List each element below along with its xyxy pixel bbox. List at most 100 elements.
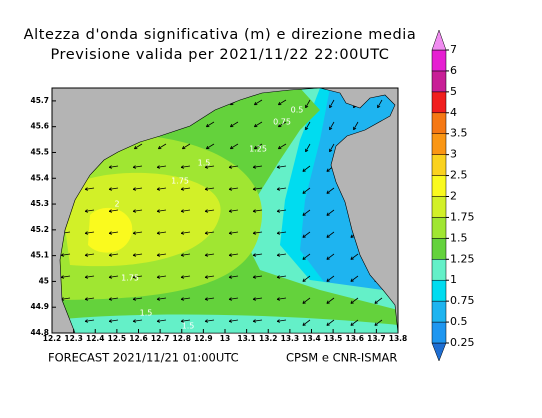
direction-arrow	[326, 319, 335, 326]
y-tick-label: 45.4	[30, 173, 49, 182]
direction-arrow	[277, 297, 287, 300]
direction-arrow	[278, 143, 287, 150]
arrow-head	[108, 319, 113, 323]
direction-arrow	[157, 253, 167, 256]
colorbar-label: 4	[450, 106, 457, 119]
direction-arrow	[302, 297, 311, 304]
arrow-head	[302, 212, 306, 216]
direction-arrow	[157, 275, 167, 278]
title-line: Altezza d'onda significativa (m) e direz…	[24, 27, 417, 43]
direction-arrow	[133, 253, 143, 256]
arrow-head	[326, 278, 330, 282]
colorbar-segment	[431, 49, 447, 72]
arrow-head	[329, 148, 333, 153]
arrow-head	[132, 275, 137, 279]
colorbar-label: 0.25	[450, 336, 475, 349]
direction-arrow	[85, 297, 95, 300]
arrow-head	[276, 297, 281, 301]
arrow-head	[302, 168, 306, 172]
arrow-head	[132, 253, 137, 257]
direction-arrow	[350, 319, 359, 326]
direction-arrow	[277, 209, 287, 212]
arrow-head	[253, 101, 258, 106]
contour-label: 1.5	[198, 159, 211, 168]
arrow-head	[156, 275, 161, 279]
arrow-head	[276, 187, 281, 191]
colorbar-label: 1.25	[450, 252, 475, 265]
x-tick-label: 13.5	[324, 334, 343, 343]
direction-arrow	[253, 297, 263, 300]
direction-arrow	[350, 297, 359, 304]
x-tick-label: 13	[220, 334, 230, 343]
colorbar-label: 1	[450, 273, 457, 286]
direction-arrow	[109, 231, 119, 234]
arrow-head	[180, 209, 185, 213]
direction-arrow	[302, 275, 311, 282]
arrow-head	[204, 253, 209, 257]
arrow-head	[205, 145, 210, 150]
arrow-head	[252, 165, 257, 169]
y-tick-label: 45.7	[30, 96, 49, 105]
x-tick-label: 12.5	[108, 334, 127, 343]
direction-arrow	[302, 231, 311, 238]
colorbar-label: 0.5	[450, 315, 468, 328]
arrow-head	[350, 278, 354, 282]
direction-arrow	[277, 231, 287, 234]
contour-label: 0.75	[273, 118, 291, 127]
arrow-head	[180, 297, 185, 301]
colorbar-extend-low	[431, 342, 447, 362]
colorbar-label: 3	[450, 148, 457, 161]
colorbar-segment	[431, 300, 447, 323]
arrow-head	[84, 231, 89, 235]
x-tick-label: 12.4	[86, 334, 105, 343]
arrow-head	[156, 187, 161, 191]
direction-arrow	[302, 209, 311, 216]
x-tick-label: 13.6	[345, 334, 364, 343]
direction-arrow	[157, 297, 167, 300]
arrow-head	[277, 145, 282, 150]
arrow-head	[229, 123, 234, 128]
colorbar-segment	[431, 154, 447, 176]
arrow-head	[180, 231, 185, 235]
contour-label: 2	[114, 200, 119, 209]
colorbar-segment	[431, 279, 447, 302]
contour-label: 1.75	[121, 274, 139, 283]
arrow-head	[302, 234, 306, 238]
arrow-head	[132, 319, 137, 323]
direction-arrow	[205, 297, 215, 300]
direction-arrow	[374, 297, 383, 304]
direction-arrow	[229, 209, 239, 212]
direction-arrow	[326, 187, 335, 194]
x-tick-label: 12.2	[43, 334, 62, 343]
direction-arrow	[157, 319, 167, 322]
y-tick-label: 44.8	[30, 328, 49, 337]
direction-arrow	[229, 231, 239, 234]
direction-arrow	[350, 253, 359, 260]
arrow-head	[228, 275, 233, 279]
direction-arrow	[277, 275, 287, 278]
arrow-head	[326, 234, 330, 238]
arrow-head	[329, 126, 333, 131]
arrow-head	[252, 319, 257, 323]
arrow-head	[228, 187, 233, 191]
arrow-head	[350, 234, 354, 238]
arrow-head	[353, 126, 357, 131]
direction-arrow	[133, 187, 143, 190]
colorbar-label: 6	[450, 64, 457, 77]
arrow-head	[276, 209, 281, 213]
direction-arrow	[181, 231, 191, 234]
arrow-head	[277, 123, 282, 128]
arrow-head	[205, 123, 210, 128]
direction-arrow	[205, 275, 215, 278]
direction-arrow	[277, 253, 287, 256]
arrow-head	[253, 123, 258, 128]
arrow-head	[302, 190, 306, 194]
arrow-head	[326, 190, 330, 194]
arrow-head	[132, 297, 137, 301]
y-tick-label: 45.6	[30, 122, 49, 131]
direction-arrow	[305, 143, 311, 153]
colorbar-label: 1.5	[450, 231, 468, 244]
direction-arrow	[253, 209, 263, 212]
direction-arrow	[157, 165, 167, 168]
colorbar-extend-high	[431, 29, 447, 51]
